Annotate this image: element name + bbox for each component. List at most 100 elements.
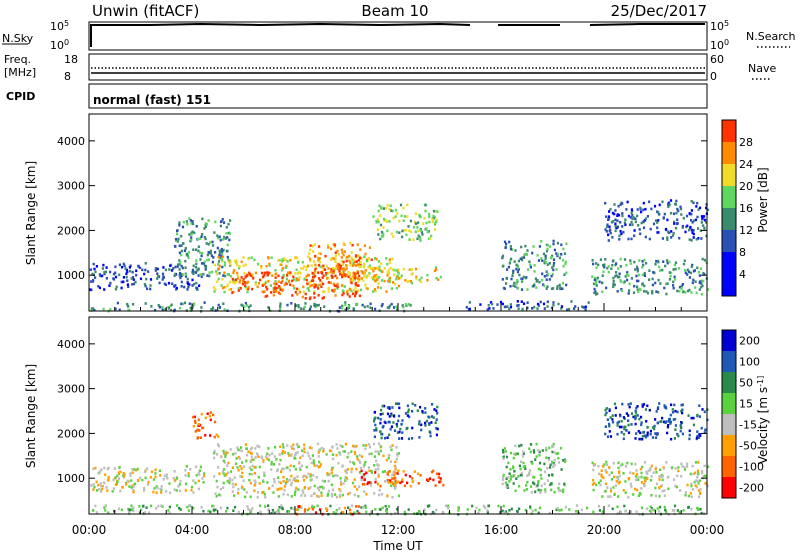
data-cell xyxy=(690,200,693,203)
data-cell xyxy=(99,470,102,473)
data-cell xyxy=(218,306,222,309)
data-cell xyxy=(344,469,348,472)
data-cell xyxy=(160,491,163,494)
data-cell xyxy=(395,481,398,485)
data-cell xyxy=(213,290,216,293)
data-cell xyxy=(302,475,305,479)
data-cell xyxy=(520,443,523,447)
data-cell xyxy=(423,508,426,511)
data-cell xyxy=(529,485,533,488)
data-cell xyxy=(363,305,366,309)
data-cell xyxy=(551,254,554,258)
data-cell xyxy=(178,268,181,271)
data-cell xyxy=(595,278,598,281)
data-cell xyxy=(234,278,237,281)
data-cell xyxy=(147,483,150,486)
data-cell xyxy=(634,414,637,418)
data-cell xyxy=(363,473,366,476)
data-cell xyxy=(506,305,509,308)
data-cell xyxy=(349,460,352,464)
data-cell xyxy=(348,259,351,263)
data-cell xyxy=(617,478,620,481)
data-cell xyxy=(543,284,546,288)
data-cell xyxy=(290,474,293,478)
data-cell xyxy=(562,247,565,251)
data-cell xyxy=(688,238,691,241)
data-cell xyxy=(374,477,377,481)
data-cell xyxy=(342,292,345,295)
data-cell xyxy=(618,272,621,276)
data-cell xyxy=(517,304,520,307)
data-cell xyxy=(286,444,289,447)
data-cell xyxy=(616,214,619,217)
data-cell xyxy=(394,468,397,471)
beam-title: Beam 10 xyxy=(361,2,428,20)
data-cell xyxy=(656,221,659,224)
data-cell xyxy=(646,477,649,481)
data-cell xyxy=(326,472,329,475)
data-cell xyxy=(641,437,644,441)
data-cell xyxy=(523,489,526,492)
data-cell xyxy=(563,482,566,486)
data-cell xyxy=(615,479,618,483)
data-cell xyxy=(613,475,616,479)
data-cell xyxy=(126,279,129,282)
data-cell xyxy=(157,304,160,307)
data-cell xyxy=(640,221,643,225)
data-cell xyxy=(395,422,398,426)
data-cell xyxy=(223,452,226,455)
data-cell xyxy=(636,214,639,218)
data-cell xyxy=(419,215,422,219)
data-cell xyxy=(706,208,710,212)
data-cell xyxy=(438,472,441,476)
data-cell xyxy=(538,506,541,510)
data-cell xyxy=(395,277,398,281)
data-cell xyxy=(271,508,274,512)
data-cell xyxy=(139,277,143,281)
data-cell xyxy=(630,220,633,224)
data-cell xyxy=(386,412,390,416)
data-cell xyxy=(256,495,259,499)
data-cell xyxy=(428,215,431,219)
data-cell xyxy=(701,471,704,475)
data-cell xyxy=(368,264,371,268)
data-cell xyxy=(703,218,706,222)
data-cell xyxy=(194,481,197,485)
data-cell xyxy=(386,229,389,233)
data-cell xyxy=(238,281,241,284)
data-cell xyxy=(228,477,231,480)
data-cell xyxy=(200,306,203,309)
data-cell xyxy=(95,489,99,492)
data-cell xyxy=(211,308,214,311)
data-cell xyxy=(507,265,510,269)
data-cell xyxy=(192,424,195,428)
data-cell xyxy=(632,291,636,294)
data-cell xyxy=(656,433,659,436)
data-cell xyxy=(519,473,522,477)
data-cell xyxy=(537,449,540,452)
data-cell xyxy=(227,222,230,226)
data-cell xyxy=(357,495,360,498)
data-cell xyxy=(355,255,358,259)
data-cell xyxy=(231,482,234,486)
data-cell xyxy=(350,256,353,260)
data-cell xyxy=(143,283,146,286)
nsearch-tick-top: 105 xyxy=(710,19,729,33)
data-cell xyxy=(98,273,101,276)
data-cell xyxy=(393,415,396,418)
data-cell xyxy=(398,231,401,234)
data-cell xyxy=(116,474,119,478)
data-cell xyxy=(665,461,668,464)
time-axis-label: Time UT xyxy=(372,539,423,553)
data-cell xyxy=(532,245,535,248)
data-cell xyxy=(676,289,679,293)
data-cell xyxy=(396,431,399,434)
data-cell xyxy=(332,271,335,275)
data-cell xyxy=(601,274,604,277)
x-tick-label: 00:00 xyxy=(72,523,107,537)
data-cell xyxy=(359,461,362,464)
data-cell xyxy=(606,266,609,270)
data-cell xyxy=(512,456,515,460)
power-ylabel: Slant Range [km] xyxy=(24,161,38,265)
data-cell xyxy=(341,275,344,279)
